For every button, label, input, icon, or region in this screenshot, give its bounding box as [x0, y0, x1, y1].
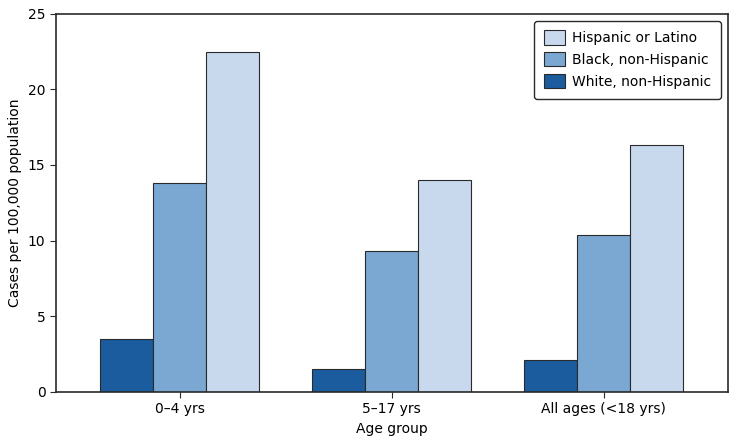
Bar — [206, 52, 259, 392]
Bar — [578, 234, 631, 392]
Y-axis label: Cases per 100,000 population: Cases per 100,000 population — [8, 99, 22, 307]
Legend: Hispanic or Latino, Black, non-Hispanic, White, non-Hispanic: Hispanic or Latino, Black, non-Hispanic,… — [534, 21, 721, 99]
Bar — [524, 360, 578, 392]
X-axis label: Age group: Age group — [356, 422, 428, 436]
Bar — [312, 369, 365, 392]
Bar — [100, 339, 153, 392]
Bar — [365, 251, 418, 392]
Bar — [631, 145, 684, 392]
Bar — [418, 180, 471, 392]
Bar — [153, 183, 206, 392]
